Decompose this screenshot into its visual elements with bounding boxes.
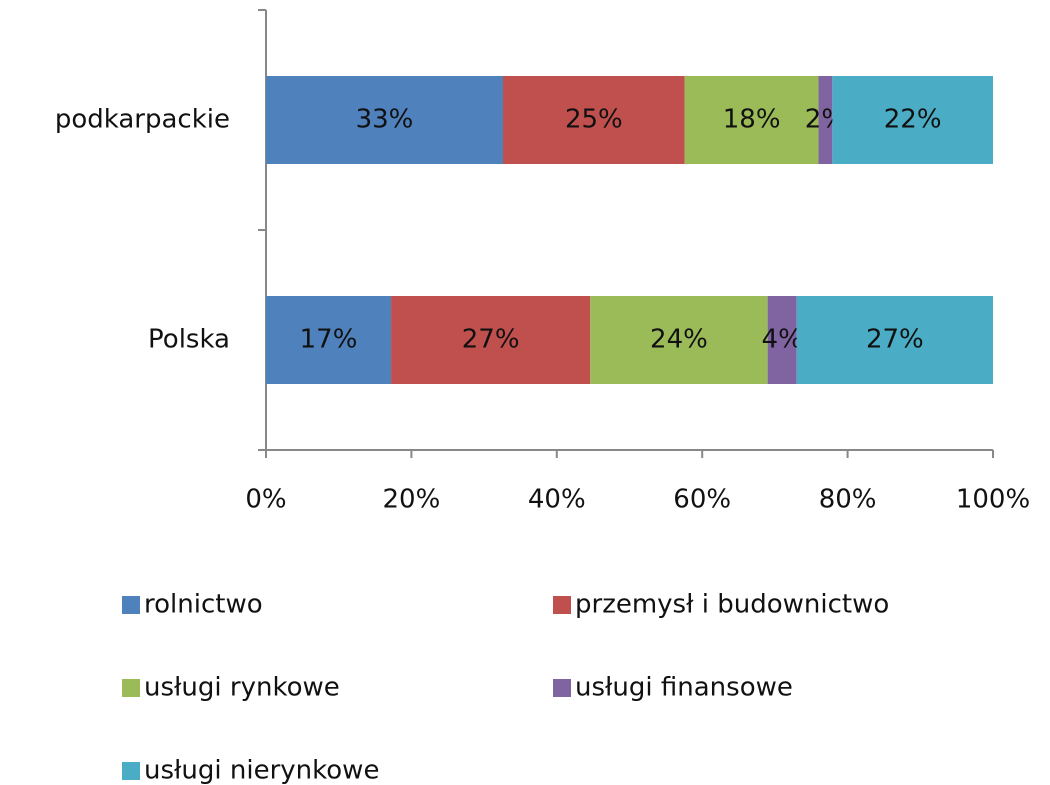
x-tick-label: 100% <box>956 485 1030 515</box>
bar-segment <box>818 76 833 164</box>
bar-segment <box>832 76 993 164</box>
y-tick-label: podkarpackie <box>55 105 230 135</box>
bar-segment <box>266 296 392 384</box>
legend-label: usługi rynkowe <box>144 673 340 703</box>
legend-swatch <box>553 596 571 614</box>
data-label: 17% <box>300 325 358 355</box>
legend-label: rolnictwo <box>144 590 263 620</box>
y-tick-label: Polska <box>148 325 230 355</box>
data-label: 25% <box>565 105 623 135</box>
data-label: 22% <box>884 105 942 135</box>
x-tick-label: 20% <box>383 485 441 515</box>
legend-swatch <box>553 679 571 697</box>
legend-label: przemysł i budownictwo <box>575 590 889 620</box>
x-tick-label: 40% <box>528 485 586 515</box>
bar-segment <box>590 296 768 384</box>
x-tick-label: 0% <box>245 485 286 515</box>
legend-swatch <box>122 596 140 614</box>
legend-label: usługi finansowe <box>575 673 793 703</box>
bar-segment <box>266 76 504 164</box>
data-label: 27% <box>866 325 924 355</box>
data-label: 4% <box>762 325 803 355</box>
data-label: 27% <box>462 325 520 355</box>
legend-label: usługi nierynkowe <box>144 756 379 785</box>
data-label: 33% <box>356 105 414 135</box>
data-label: 24% <box>650 325 708 355</box>
bar-segment <box>796 296 993 384</box>
bar-segment <box>391 296 591 384</box>
legend-swatch <box>122 762 140 780</box>
legend-swatch <box>122 679 140 697</box>
bar-segment <box>503 76 685 164</box>
x-tick-label: 80% <box>819 485 877 515</box>
bar-segment <box>684 76 819 164</box>
data-label: 18% <box>723 105 781 135</box>
bar-segment <box>767 296 797 384</box>
x-tick-label: 60% <box>673 485 731 515</box>
